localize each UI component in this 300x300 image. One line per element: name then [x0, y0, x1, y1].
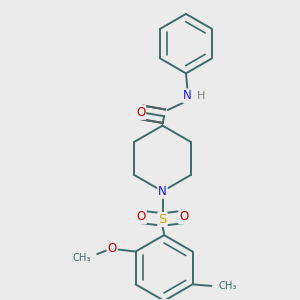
Text: O: O — [107, 242, 117, 255]
Text: O: O — [179, 211, 188, 224]
Text: O: O — [136, 106, 145, 119]
Text: N: N — [183, 89, 192, 102]
Text: H: H — [196, 91, 205, 101]
Text: S: S — [158, 213, 167, 226]
Text: CH₃: CH₃ — [218, 281, 237, 291]
Text: N: N — [158, 185, 167, 198]
Text: O: O — [136, 211, 146, 224]
Text: CH₃: CH₃ — [73, 253, 91, 263]
